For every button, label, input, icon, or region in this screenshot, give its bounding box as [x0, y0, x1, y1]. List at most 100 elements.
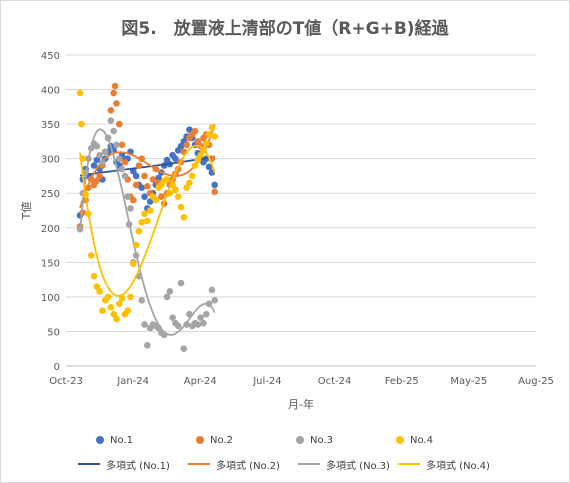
data-point-no2 — [96, 172, 103, 180]
data-point-no4 — [141, 210, 148, 218]
legend-label-trend-no4: 多項式 (No.4) — [426, 460, 490, 472]
legend-item-no3: No.3 — [296, 432, 333, 448]
data-point-no1 — [90, 162, 98, 169]
x-axis-title: 月-年 — [288, 397, 314, 411]
legend-item-trend-no1: 多項式 (No.1) — [78, 456, 170, 472]
data-point-no4 — [144, 217, 151, 225]
data-point-no2 — [183, 141, 190, 149]
data-point-no2 — [93, 177, 101, 185]
data-point-no4 — [172, 186, 179, 194]
data-point-no2 — [110, 89, 117, 97]
data-point-no3 — [113, 141, 120, 149]
data-point-no4 — [197, 151, 204, 159]
data-point-no1 — [138, 184, 146, 191]
y-tick-label: 300 — [41, 155, 60, 166]
x-tick-label: Aug-25 — [518, 376, 554, 387]
data-point-no4 — [202, 140, 210, 147]
data-point-no2 — [211, 188, 218, 196]
data-point-no4 — [152, 196, 160, 204]
data-point-no4 — [124, 307, 132, 315]
y-tick-label: 350 — [41, 120, 60, 131]
data-point-no4 — [132, 241, 140, 249]
data-point-no2 — [115, 120, 123, 128]
trendline-no1 — [79, 155, 215, 177]
data-point-no4 — [99, 307, 106, 315]
y-tick-label: 0 — [54, 362, 60, 373]
data-point-no4 — [107, 303, 115, 311]
data-point-no4 — [110, 310, 117, 318]
x-tick-label: Feb-25 — [385, 376, 419, 387]
data-point-no4 — [135, 227, 143, 235]
data-point-no4 — [90, 272, 98, 280]
data-point-no3 — [118, 165, 126, 173]
data-point-no3 — [141, 321, 148, 328]
x-tick-label: Jul-24 — [252, 376, 281, 387]
data-point-no3 — [169, 314, 176, 321]
data-point-no4 — [174, 193, 182, 200]
data-point-no4 — [87, 252, 95, 259]
data-point-no3 — [138, 297, 146, 304]
data-point-no4 — [205, 131, 213, 138]
data-point-no2 — [141, 172, 148, 180]
data-point-no4 — [211, 133, 218, 140]
data-point-no3 — [180, 345, 188, 353]
legend-item-trend-no2: 多項式 (No.2) — [188, 456, 280, 472]
data-point-no3 — [115, 155, 123, 162]
data-point-no3 — [96, 151, 103, 159]
data-point-no4 — [188, 172, 196, 180]
data-point-no4 — [191, 162, 199, 169]
data-point-no3 — [110, 127, 117, 135]
legend-label-no4: No.4 — [410, 434, 433, 446]
y-tick-label: 50 — [47, 327, 60, 338]
legend-line-trend-no3 — [298, 463, 320, 465]
legend-item-no1: No.1 — [96, 432, 133, 448]
legend-label-trend-no1: 多項式 (No.1) — [106, 460, 170, 472]
data-point-no4 — [113, 315, 120, 323]
data-point-no4 — [96, 288, 103, 295]
data-point-no1 — [141, 193, 148, 200]
data-point-no4 — [93, 283, 101, 290]
data-point-no3 — [211, 297, 218, 304]
data-point-no4 — [146, 207, 154, 214]
data-point-no4 — [208, 124, 216, 131]
y-tick-label: 400 — [41, 86, 60, 97]
data-point-no3 — [99, 158, 106, 166]
data-point-no4 — [138, 218, 146, 226]
data-point-no4 — [186, 179, 193, 187]
data-point-no4 — [104, 293, 112, 301]
trendline-no4 — [79, 144, 216, 297]
data-point-no2 — [107, 106, 115, 114]
data-point-no1 — [93, 156, 101, 164]
legend-label-no3: No.3 — [310, 434, 333, 446]
data-point-no1 — [155, 174, 162, 182]
data-point-no4 — [177, 203, 185, 211]
data-point-no4 — [78, 120, 85, 128]
y-tick-label: 250 — [41, 189, 60, 200]
data-point-no1 — [186, 126, 193, 133]
data-point-no3 — [174, 322, 182, 330]
data-point-no1 — [172, 155, 179, 162]
data-point-no4 — [130, 260, 137, 268]
y-tick-label: 150 — [41, 258, 60, 269]
legend-label-no1: No.1 — [110, 434, 133, 446]
y-axis-title: T値 — [20, 202, 33, 221]
data-point-no4 — [118, 294, 126, 302]
data-point-no2 — [132, 181, 140, 189]
x-tick-label: Oct-23 — [49, 376, 83, 387]
data-point-no4 — [127, 293, 134, 301]
data-point-no3 — [202, 310, 210, 318]
x-tick-label: Apr-24 — [184, 376, 217, 387]
data-point-no3 — [166, 288, 174, 295]
x-tick-label: May-25 — [450, 376, 487, 387]
data-point-no1 — [205, 163, 213, 171]
legend-label-no2: No.2 — [210, 434, 233, 446]
legend-label-trend-no3: 多項式 (No.3) — [326, 460, 390, 472]
data-point-no2 — [149, 176, 157, 183]
data-point-no2 — [113, 100, 120, 107]
data-point-no3 — [93, 142, 101, 150]
data-point-no2 — [158, 193, 165, 200]
legend-marker-no1 — [96, 436, 104, 444]
legend-item-trend-no3: 多項式 (No.3) — [298, 456, 390, 472]
data-point-no3 — [124, 193, 132, 200]
